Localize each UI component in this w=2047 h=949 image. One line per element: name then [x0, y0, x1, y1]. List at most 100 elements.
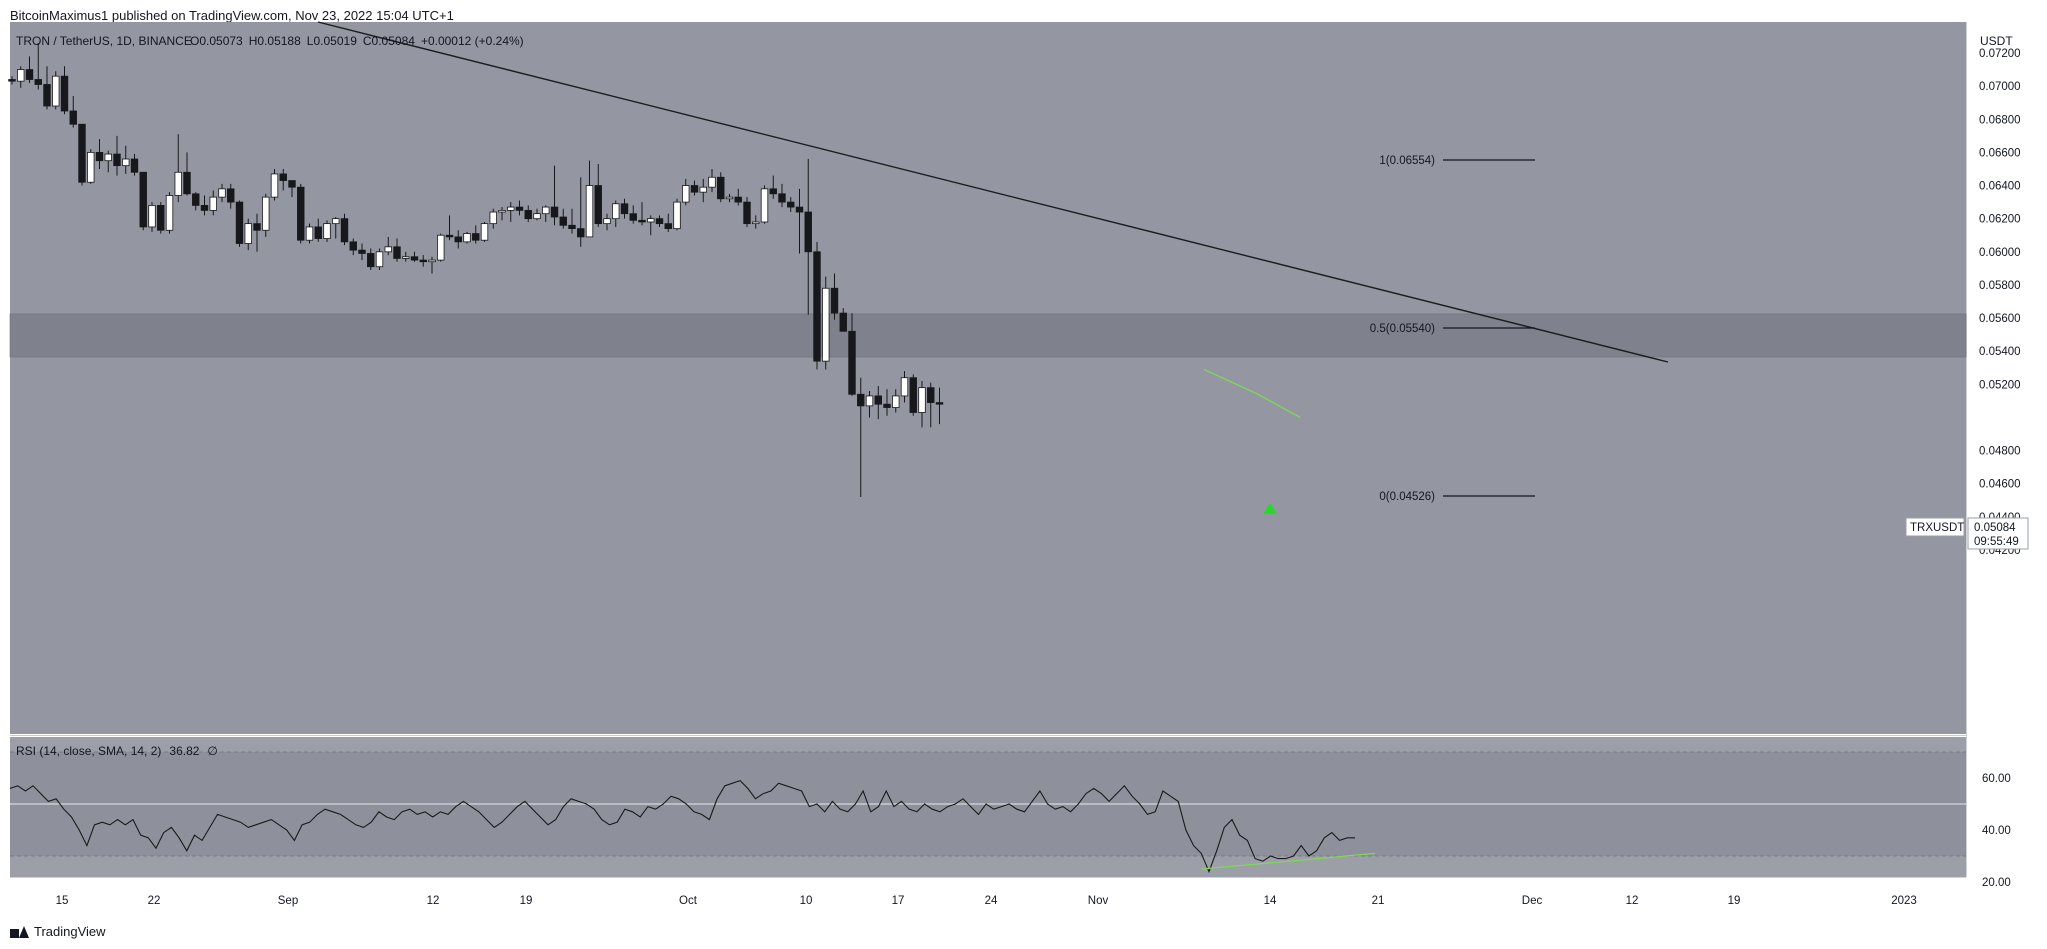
change-value: +0.00012 (+0.24%) [421, 34, 524, 48]
candle-body [375, 251, 384, 268]
time-axis-tick: 10 [800, 895, 813, 907]
candle-body [402, 256, 410, 259]
price-axis-tick: 0.05400 [1979, 346, 2021, 358]
price-axis-tick: 0.04800 [1979, 446, 2021, 458]
candle-body [480, 223, 489, 241]
fib-level-label: 1(0.06554) [1379, 155, 1435, 167]
symbol-tag [1905, 517, 1965, 537]
price-axis-tick: 0.05800 [1979, 280, 2021, 292]
footer: TradingView [10, 924, 106, 939]
time-axis-tick: 24 [985, 895, 998, 907]
candle-body [760, 188, 769, 223]
candle-body [708, 176, 716, 188]
candle-body [892, 395, 900, 408]
candle-body [43, 84, 51, 107]
price-axis-tick: 0.07000 [1979, 81, 2021, 93]
candle-body [445, 234, 454, 238]
publisher-line: BitcoinMaximus1 published on TradingView… [10, 8, 454, 23]
candle-body [218, 188, 226, 198]
candle-body [603, 218, 611, 225]
tradingview-logo-icon [10, 925, 29, 938]
candle-body [839, 312, 847, 332]
candle-body [52, 75, 60, 107]
candle-body [612, 203, 620, 220]
symbol-tag-text: TRXUSDT [1910, 522, 1964, 534]
candle-body [874, 395, 882, 405]
candle-body [900, 377, 909, 397]
candle-body [577, 228, 585, 238]
time-axis-bg [10, 877, 2047, 915]
candle-body [244, 223, 252, 244]
candle-body [813, 251, 821, 362]
time-axis-tick: 19 [1728, 895, 1741, 907]
time-axis-tick: 17 [892, 895, 905, 907]
candle-body [323, 223, 331, 239]
candle-body [822, 287, 830, 362]
currency-label: USDT [1980, 34, 2013, 48]
candle-body [25, 69, 34, 80]
price-tag-countdown: 09:55:49 [1974, 536, 2019, 548]
time-axis-tick: 14 [1264, 895, 1277, 907]
candle-body [865, 395, 874, 407]
candle-body [34, 79, 42, 85]
price-axis-tick: 0.05600 [1979, 313, 2021, 325]
price-divergence-line [1203, 368, 1301, 419]
candle-body [655, 218, 664, 225]
candle-body [717, 176, 725, 200]
candle-body [594, 185, 602, 225]
price-axis-tick: 0.06800 [1979, 114, 2021, 126]
candle-body [262, 196, 270, 231]
candle-body [8, 79, 16, 82]
price-axis-bg [1966, 22, 2047, 877]
candle-body [515, 206, 524, 211]
resistance-zone [9, 313, 1967, 358]
candle-body [830, 287, 839, 314]
candle-body [498, 209, 506, 213]
candle-body [927, 387, 935, 403]
candle-body [122, 158, 130, 167]
candle-body [743, 201, 751, 225]
rsi-divergence-line [1201, 852, 1376, 870]
candle-body [725, 196, 734, 200]
time-axis-tick: 12 [1626, 895, 1639, 907]
open-value: 0.05073 [199, 34, 243, 48]
candle-body [157, 205, 165, 231]
candle-body [174, 171, 182, 196]
candle-body [69, 110, 77, 125]
candle-body [559, 216, 567, 226]
candle-body [507, 206, 515, 211]
rsi-settings: RSI (14, close, SMA, 14, 2) [16, 744, 161, 758]
rsi-axis-tick: 20.00 [1982, 877, 2011, 889]
candle-body [935, 402, 944, 405]
low-marker-triangle [1263, 502, 1277, 514]
candle-body [340, 218, 349, 243]
candle-body [795, 206, 804, 213]
close-value: 0.05084 [372, 34, 416, 48]
candle-body [472, 233, 480, 241]
candle-body [253, 223, 261, 231]
candle-body [192, 193, 200, 206]
candle-body [358, 249, 366, 254]
rsi-value: 36.82 [169, 744, 199, 758]
candle-body [130, 158, 139, 173]
candle-body [305, 226, 314, 241]
candle-body [279, 173, 287, 181]
descending-trendline [317, 21, 1669, 363]
candle-body [673, 201, 681, 230]
candle-body [95, 151, 104, 162]
candle-body [384, 246, 392, 253]
candle-body [769, 188, 777, 195]
candle-body [524, 209, 532, 220]
candle-body [585, 185, 594, 238]
candle-body [734, 196, 742, 203]
price-axis-tick: 0.04600 [1979, 479, 2021, 491]
candle-body [647, 218, 655, 223]
candle-body [235, 201, 244, 244]
candle-body [463, 233, 471, 243]
candle-body [113, 153, 121, 167]
symbol-pair-label: TRON / TetherUS, 1D, BINANCE [16, 34, 192, 48]
candle-body [393, 246, 401, 259]
candle-body [883, 403, 891, 408]
high-value: 0.05188 [257, 34, 301, 48]
